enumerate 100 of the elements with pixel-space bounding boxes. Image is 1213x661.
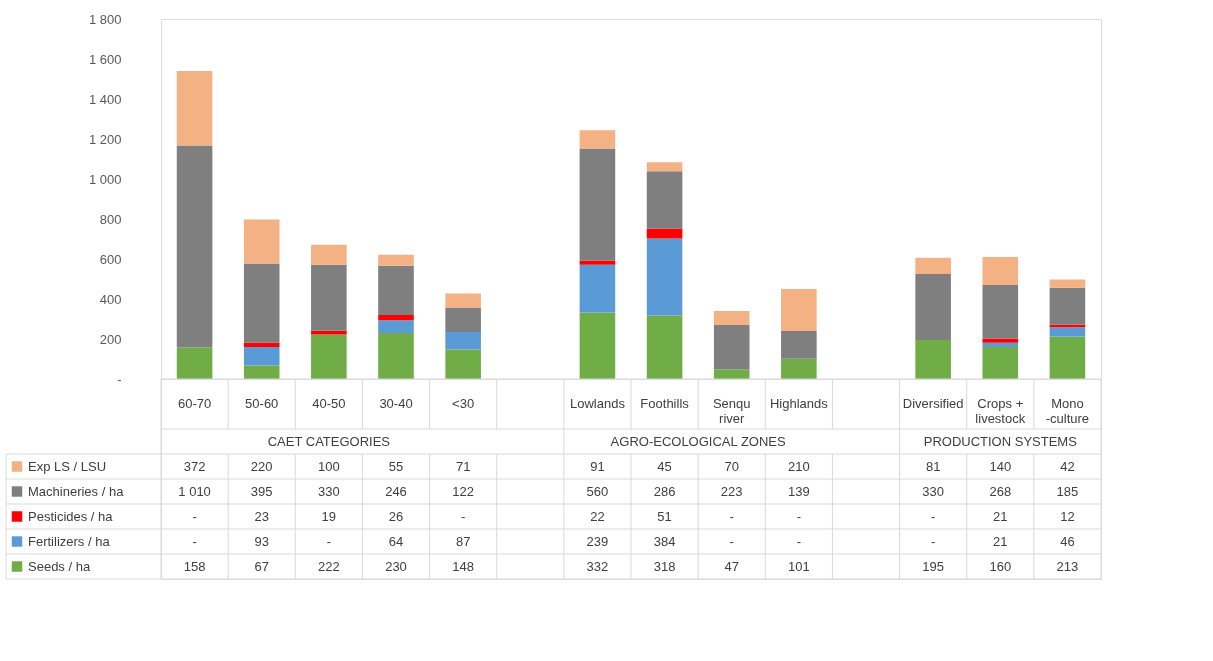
data-label: 122 [452,483,474,499]
text: - [192,508,197,524]
data-label: 140 [989,458,1012,474]
x-tick-label: Foothills [640,396,690,411]
x-tick-label: <30 [452,396,475,411]
x-tick-label: 50-60 [245,396,279,411]
bar [445,349,481,379]
bar [579,130,616,149]
data-label: 318 [653,558,676,574]
bar [445,293,481,308]
data-label: 223 [720,483,743,499]
data-label: 87 [455,533,471,549]
data-label: 100 [318,458,340,474]
text: - [930,508,936,524]
data-label: 42 [1060,458,1075,474]
bar [1049,287,1086,325]
data-label: 239 [586,533,609,549]
y-tick-label: 200 [99,331,122,347]
data-label: 71 [455,458,471,474]
bar [1049,327,1086,337]
bar [445,307,481,332]
data-label: 268 [989,483,1012,499]
data-label: 70 [724,458,739,474]
data-label: 93 [254,533,269,549]
bar [781,289,817,331]
bar [378,315,414,321]
bar [982,342,1019,347]
data-label: 222 [318,558,340,574]
data-label: 220 [250,458,273,474]
bar [915,274,951,340]
text: - [930,533,936,549]
text: - [729,508,734,524]
bar [579,312,616,379]
y-tick-label: 1 600 [88,51,122,67]
bar [646,171,683,229]
data-label: 213 [1056,558,1079,574]
x-tick-label: Diversified [902,396,964,411]
text: - [796,508,802,524]
data-label: 139 [788,483,810,499]
bar [713,325,750,370]
bar [176,347,213,379]
bar [176,145,213,348]
bar [378,320,414,333]
bar [243,263,280,343]
data-label: 330 [922,483,944,499]
bar [982,338,1019,343]
bar [646,228,683,239]
bar [781,331,817,359]
data-label: 19 [321,508,337,524]
data-label: 45 [657,458,672,474]
y-tick-label: 1 000 [88,171,122,187]
data-label: 51 [657,508,672,524]
data-label: 23 [254,508,269,524]
data-label: 22 [590,508,605,524]
data-label: 286 [653,483,676,499]
bar [311,264,347,331]
text: - [460,508,466,524]
x-tick-label: 30-40 [379,396,413,411]
data-label: 21 [993,533,1008,549]
data-label: 67 [254,558,269,574]
bar [579,264,616,313]
text: CAET CATEGORIES [267,433,391,449]
y-tick-label: - [117,371,122,387]
data-label: 91 [590,458,605,474]
x-tick-label: Senqu river [712,396,751,426]
y-tick-label: 1 200 [88,131,122,147]
data-label: 372 [183,458,206,474]
data-label: 332 [586,558,609,574]
bar [915,340,951,379]
data-label: 160 [989,558,1012,574]
text: PRODUCTION SYSTEMS [923,433,1078,449]
data-label: 246 [385,483,407,499]
data-label: 195 [922,558,944,574]
data-label: 230 [385,558,407,574]
bar [1049,279,1086,288]
data-label: 330 [318,483,340,499]
bar [982,285,1019,339]
y-tick-label: 800 [99,211,122,227]
bar [781,358,817,379]
text: AGRO-ECOLOGICAL ZONES [610,433,786,449]
x-tick-label: Lowlands [569,396,626,411]
bar [243,365,280,379]
legend-label: Fertilizers / ha [28,533,111,549]
data-label: 185 [1056,483,1079,499]
data-label: 47 [724,558,739,574]
bar [982,347,1019,379]
bar [646,238,683,316]
bar [445,332,481,350]
bar [378,265,414,315]
text: - [192,533,197,549]
y-tick-label: 600 [99,251,122,267]
bar [713,311,750,325]
bar [579,148,616,261]
bar [646,162,683,172]
bar [311,330,347,335]
x-tick-label: Highlands [769,396,829,411]
legend-label: Exp LS / LSU [28,458,107,474]
y-tick-label: 1 400 [88,91,122,107]
data-label: 101 [788,558,810,574]
data-label: 148 [452,558,474,574]
